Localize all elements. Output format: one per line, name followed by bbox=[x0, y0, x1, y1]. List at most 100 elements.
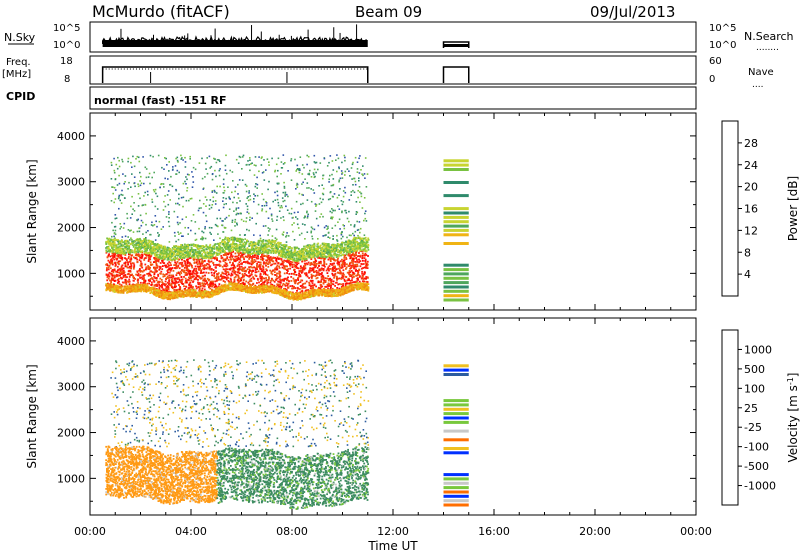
noise-right-tick-high: 10^5 bbox=[709, 23, 736, 34]
echo-point bbox=[236, 202, 238, 204]
echo-band-point bbox=[150, 264, 152, 266]
echo-band-point bbox=[194, 261, 196, 263]
echo-point bbox=[344, 157, 346, 159]
echo-band-point bbox=[331, 279, 333, 281]
echo-point bbox=[292, 231, 294, 233]
echo-band-point bbox=[260, 258, 262, 260]
echo-band-point bbox=[165, 281, 167, 283]
echo-point bbox=[286, 241, 288, 243]
echo-band-point bbox=[356, 264, 358, 266]
echo-band-point bbox=[179, 288, 181, 290]
echo-point bbox=[243, 155, 245, 157]
echo-band-point bbox=[289, 298, 291, 300]
echo-point bbox=[138, 205, 140, 207]
echo-point bbox=[291, 224, 293, 226]
echo-point bbox=[202, 238, 204, 240]
echo-point bbox=[348, 211, 350, 213]
echo-point bbox=[219, 170, 221, 172]
echo-band-point bbox=[237, 271, 239, 273]
echo-band-point bbox=[129, 261, 131, 263]
echo-band-point bbox=[211, 282, 213, 284]
echo-band-point bbox=[328, 293, 330, 295]
echo-point bbox=[332, 217, 334, 219]
echo-point bbox=[321, 213, 323, 215]
echo-band-point bbox=[107, 265, 109, 267]
echo-band-point bbox=[106, 267, 108, 269]
echo-point bbox=[179, 222, 181, 224]
echo-band-point bbox=[187, 262, 189, 264]
echo-band-point bbox=[223, 260, 225, 262]
echo-band-point bbox=[219, 283, 221, 285]
echo-point bbox=[297, 218, 299, 220]
echo-point bbox=[134, 182, 136, 184]
echo-point bbox=[342, 204, 344, 206]
echo-point bbox=[335, 225, 337, 227]
echo-point bbox=[294, 159, 296, 161]
echo-point bbox=[121, 202, 123, 204]
echo-band-point bbox=[291, 263, 293, 265]
echo-band-point bbox=[108, 260, 110, 262]
echo-point bbox=[323, 188, 325, 190]
echo-band-point bbox=[111, 273, 113, 275]
echo-band-point bbox=[280, 275, 282, 277]
echo-band-point bbox=[282, 285, 284, 287]
echo-point bbox=[146, 168, 148, 170]
echo-band-point bbox=[127, 264, 129, 266]
echo-point bbox=[154, 191, 156, 193]
echo-point bbox=[119, 195, 121, 197]
echo-point bbox=[283, 216, 285, 218]
echo-band-point bbox=[286, 279, 288, 281]
echo-point bbox=[311, 236, 313, 238]
echo-band-point bbox=[176, 282, 178, 284]
echo-point bbox=[113, 236, 115, 238]
echo-point bbox=[223, 187, 225, 189]
echo-band-point bbox=[364, 255, 366, 257]
echo-point bbox=[280, 217, 282, 219]
echo-band-point bbox=[303, 287, 305, 289]
freq-trace-late bbox=[444, 67, 469, 83]
echo-point bbox=[137, 183, 139, 185]
echo-point bbox=[212, 173, 214, 175]
echo-band-point bbox=[187, 279, 189, 281]
echo-point bbox=[281, 207, 283, 209]
echo-band-point bbox=[143, 276, 145, 278]
echo-band-point bbox=[268, 286, 270, 288]
echo-band-point bbox=[209, 288, 211, 290]
echo-point bbox=[332, 238, 334, 240]
echo-point bbox=[322, 216, 324, 218]
echo-band-point bbox=[282, 264, 284, 266]
echo-band-point bbox=[234, 256, 236, 258]
echo-band-point bbox=[214, 281, 216, 283]
echo-point bbox=[195, 169, 197, 171]
echo-band-point bbox=[168, 279, 170, 281]
echo-band-point bbox=[312, 282, 314, 284]
echo-band-point bbox=[361, 257, 363, 259]
echo-point bbox=[147, 230, 149, 232]
echo-point bbox=[225, 227, 227, 229]
nsearch-label: N.Search bbox=[744, 30, 794, 43]
echo-point bbox=[239, 156, 241, 158]
echo-band-point bbox=[211, 272, 213, 274]
echo-band-point bbox=[243, 258, 245, 260]
echo-band-point bbox=[326, 278, 328, 280]
echo-band-point bbox=[233, 270, 235, 272]
echo-point bbox=[218, 159, 220, 161]
echo-band-point bbox=[121, 278, 123, 280]
echo-point bbox=[341, 200, 343, 202]
echo-band-point bbox=[286, 272, 288, 274]
echo-band-point bbox=[159, 273, 161, 275]
echo-band-point bbox=[185, 272, 187, 274]
echo-band-point bbox=[238, 253, 240, 255]
echo-point bbox=[324, 158, 326, 160]
echo-point bbox=[346, 237, 348, 239]
echo-point bbox=[328, 232, 330, 234]
echo-point bbox=[352, 162, 354, 164]
echo-point bbox=[268, 164, 270, 166]
echo-band-point bbox=[314, 265, 316, 267]
echo-band-point bbox=[367, 255, 369, 257]
echo-band-point bbox=[114, 254, 116, 256]
echo-band-point bbox=[126, 283, 128, 285]
echo-band-point bbox=[188, 277, 190, 279]
echo-point bbox=[163, 209, 165, 211]
echo-band-point bbox=[344, 264, 346, 266]
